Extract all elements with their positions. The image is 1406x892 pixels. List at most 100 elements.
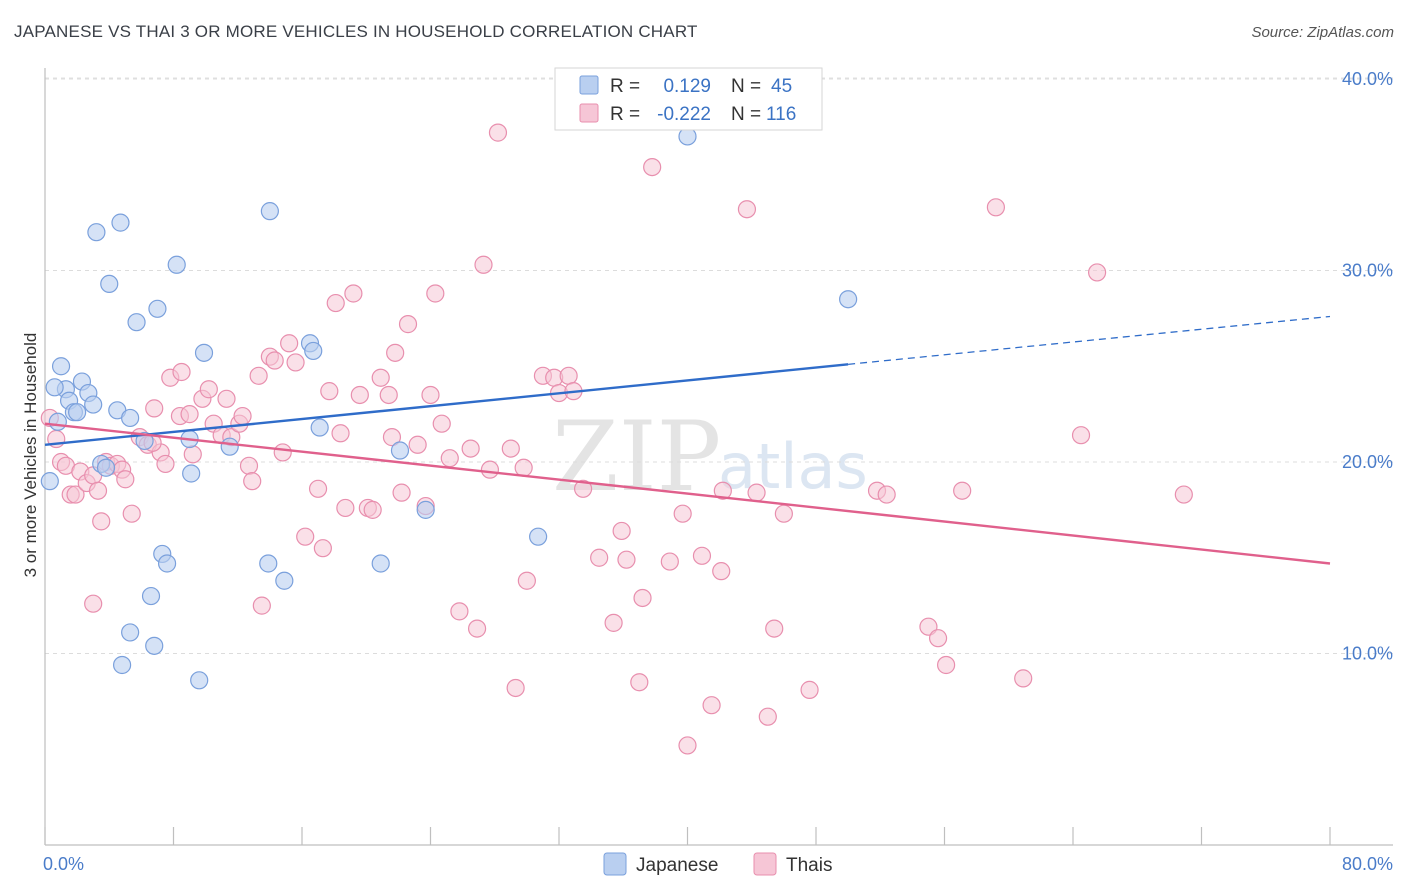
thai-point: [765, 619, 784, 638]
thai-point: [249, 366, 268, 385]
thai-point: [336, 498, 355, 518]
thai-point: [737, 200, 757, 219]
thai-point: [480, 460, 500, 479]
thai-point: [1071, 426, 1091, 445]
axes: [44, 68, 1393, 846]
japanese-point: [390, 441, 410, 460]
thai-point: [379, 385, 398, 405]
japanese-point: [182, 464, 201, 483]
thai-point: [1014, 669, 1033, 688]
thai-point: [156, 454, 175, 474]
thai-point: [243, 472, 262, 491]
thai-point: [461, 439, 480, 458]
thai-point: [630, 673, 649, 692]
thai-point: [233, 406, 252, 426]
thai-point: [344, 284, 363, 303]
thai-point: [273, 443, 292, 462]
y-axis-label: 3 or more Vehicles in Household: [21, 333, 40, 578]
thai-point: [673, 504, 692, 523]
source-credit: Source: ZipAtlas.com: [1251, 24, 1394, 41]
thai-point: [590, 548, 609, 567]
legend-thai-r-label: R =: [610, 104, 640, 125]
japanese-point: [167, 255, 186, 274]
thai-point: [573, 479, 593, 498]
legend-stats-box: [554, 67, 823, 131]
legend-thai-swatch: [579, 103, 599, 123]
thai-trend-line: [44, 422, 1331, 565]
japanese-point: [45, 378, 64, 397]
japanese-point: [84, 395, 103, 414]
thai-point: [474, 255, 493, 274]
thai-point: [758, 707, 777, 726]
thai-point: [308, 479, 328, 498]
japanese-point: [145, 636, 164, 655]
thai-point: [877, 485, 896, 504]
legend-bottom-thai-label: Thais: [786, 855, 832, 876]
thai-point: [604, 613, 623, 632]
thai-point: [774, 504, 793, 523]
thai-point: [432, 414, 451, 433]
y-tick-label: 10.0%: [1342, 644, 1393, 664]
thai-point: [467, 619, 487, 638]
legend-bottom-japanese-label: Japanese: [636, 855, 718, 876]
thai-point: [440, 449, 459, 468]
thai-point: [426, 284, 445, 303]
thai-point: [199, 380, 218, 399]
japanese-point: [259, 554, 278, 573]
x-tick-label: 80.0%: [1342, 854, 1393, 874]
thai-point: [326, 293, 345, 313]
thai-point: [286, 353, 305, 372]
x-tick-label: 0.0%: [43, 854, 84, 874]
thai-point: [350, 385, 369, 405]
thai-point: [313, 539, 332, 558]
thai-point: [84, 594, 103, 613]
japanese-point: [190, 671, 209, 690]
japanese-point: [148, 299, 167, 318]
thai-point: [331, 424, 350, 443]
japanese-point: [111, 213, 130, 232]
thai-point: [392, 483, 411, 502]
japanese-point: [141, 586, 161, 606]
japanese-point: [112, 655, 132, 675]
thai-point: [363, 500, 382, 519]
legend-japanese-n-label: N =: [731, 76, 761, 97]
legend-thai-n-label: N =: [731, 104, 761, 125]
thai-point: [800, 680, 819, 699]
thai-point: [514, 458, 533, 477]
legend-stats: R = 0.129 N = 45 R = -0.222 N = 116: [554, 67, 823, 131]
japanese-point: [310, 418, 329, 437]
japanese-point: [127, 313, 146, 332]
x-tick-labels: 0.0% 80.0%: [43, 854, 1393, 874]
japanese-point: [121, 623, 140, 642]
thai-point: [265, 351, 284, 370]
japanese-point: [100, 274, 119, 294]
japanese-point: [121, 408, 140, 428]
legend-bottom-thai-swatch: [753, 852, 777, 876]
japanese-points: [40, 127, 858, 690]
japanese-point: [194, 343, 214, 362]
thai-point: [702, 696, 721, 715]
thai-point: [172, 362, 191, 382]
japanese-trend-extension: [848, 315, 1331, 365]
japanese-point: [157, 554, 177, 573]
thai-point: [183, 445, 202, 464]
thai-point: [692, 546, 712, 565]
japanese-point: [68, 403, 87, 422]
thai-point: [382, 428, 402, 447]
watermark-zip: ZIP: [552, 401, 721, 513]
legend-thai-n-value: 116: [766, 104, 796, 125]
thai-point: [180, 405, 199, 424]
japanese-point: [51, 357, 71, 376]
thai-point: [386, 343, 405, 362]
thai-point: [66, 485, 85, 504]
thai-point: [116, 470, 135, 489]
japanese-point: [529, 527, 548, 546]
thai-point: [1174, 485, 1193, 504]
thai-point: [713, 481, 732, 500]
thai-point: [517, 571, 536, 590]
thai-point: [986, 198, 1006, 217]
thai-point: [280, 334, 299, 353]
thai-point: [371, 368, 390, 387]
japanese-point: [135, 431, 154, 451]
